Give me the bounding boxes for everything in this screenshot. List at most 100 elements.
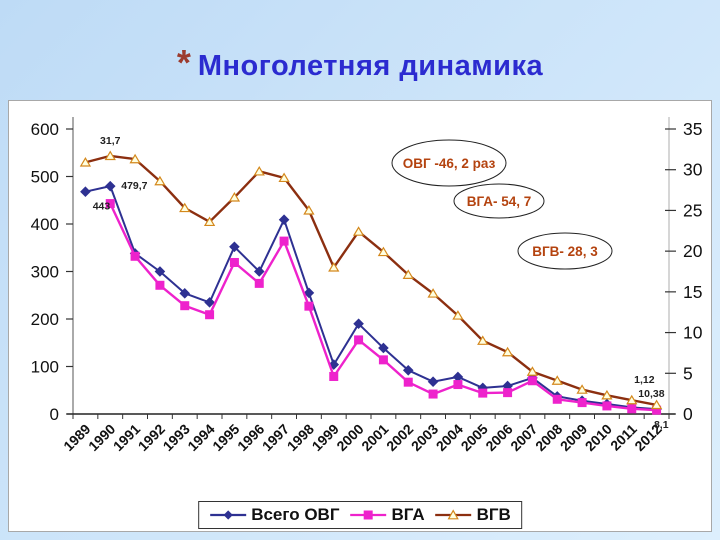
data-point-triangle	[253, 165, 265, 176]
data-point-square	[527, 376, 537, 386]
callout-ellipse	[391, 139, 507, 187]
data-point-square	[378, 355, 388, 365]
data-point-triangle	[104, 150, 116, 161]
data-point-triangle	[452, 310, 464, 320]
data-point-triangle	[501, 346, 514, 357]
series-line-0	[85, 185, 657, 411]
data-point-triangle	[278, 172, 290, 183]
data-point-triangle	[626, 394, 638, 405]
data-point-square	[403, 377, 413, 387]
series-line-2	[85, 154, 657, 407]
legend-label: Всего ОВГ	[251, 505, 340, 524]
legend-item-vga: ВГА	[349, 505, 425, 525]
data-point-square	[652, 405, 662, 415]
year-label: 1989	[60, 421, 93, 454]
data-point-square	[602, 401, 612, 411]
data-point-triangle	[179, 202, 191, 213]
legend-triangle	[447, 509, 460, 520]
data-point-triangle	[477, 335, 489, 345]
data-point-triangle	[228, 192, 241, 202]
left-axis-label: 100	[31, 358, 59, 377]
right-axis-label: 35	[683, 119, 702, 139]
year-label: 2002	[383, 421, 416, 454]
callout-text: ОВГ -46, 2 раз	[403, 156, 496, 171]
callout-ellipse	[517, 232, 613, 270]
data-point-diamond	[179, 288, 191, 299]
data-point-square	[130, 251, 140, 261]
right-axis-label: 0	[683, 404, 693, 424]
data-point-diamond	[80, 186, 91, 198]
year-label: 2011	[607, 421, 640, 454]
legend-label: ВГА	[391, 505, 425, 524]
slide-header: * Многолетняя динамика	[0, 42, 720, 92]
year-label: 1993	[160, 421, 193, 454]
data-point-square	[503, 388, 513, 398]
legend-label: ВГВ	[476, 505, 511, 524]
callout-ellipse	[453, 183, 545, 219]
legend-marker-square-icon	[350, 510, 387, 520]
year-label: 2006	[482, 421, 515, 454]
data-point-square	[229, 257, 239, 267]
year-label: 1994	[184, 421, 217, 454]
left-axis-label: 600	[31, 120, 59, 139]
data-point-triangle	[427, 288, 439, 298]
data-point-square	[478, 388, 488, 398]
data-point-diamond	[278, 214, 290, 226]
data-point-square	[627, 404, 637, 414]
chart-panel: 0 100 200 300 400 500 600 0 5 10 15 20 25 30 35 1989 199…	[8, 100, 712, 532]
point-label: 8,1	[654, 419, 669, 431]
year-label: 1990	[85, 421, 118, 454]
data-point-triangle	[79, 157, 92, 167]
year-label: 2004	[433, 421, 466, 454]
data-point-diamond	[427, 376, 439, 388]
asterisk-icon: *	[176, 42, 191, 83]
year-label: 1992	[135, 421, 168, 454]
data-point-triangle	[154, 175, 166, 186]
data-point-square	[329, 371, 339, 381]
point-label: 479,7	[121, 180, 147, 192]
right-axis-label: 20	[683, 241, 703, 261]
data-point-diamond	[154, 266, 166, 277]
data-point-diamond	[402, 364, 414, 376]
data-point-triangle	[576, 384, 588, 394]
data-point-square	[552, 394, 562, 404]
year-label: 2009	[557, 421, 590, 454]
data-point-triangle	[650, 399, 663, 410]
year-label: 1997	[259, 421, 292, 454]
data-point-square	[155, 280, 165, 290]
legend-marker-triangle-icon	[435, 509, 472, 520]
left-axis-label: 500	[31, 168, 59, 187]
legend-item-vsego-ovg: Всего ОВГ	[209, 505, 339, 525]
right-axis-label: 15	[683, 282, 702, 302]
year-label: 2001	[358, 421, 391, 454]
legend-item-vgv: ВГВ	[435, 505, 511, 525]
point-label: 31,7	[100, 135, 121, 147]
data-point-triangle	[526, 366, 539, 376]
right-axis-label: 10	[683, 323, 703, 343]
legend-diamond	[223, 510, 233, 520]
year-label: 2007	[507, 421, 540, 454]
year-label: 2010	[582, 421, 615, 454]
data-point-triangle	[352, 226, 365, 236]
year-label: 2000	[333, 421, 366, 454]
point-label: 443	[93, 201, 111, 213]
data-point-diamond	[378, 342, 389, 354]
data-point-diamond	[353, 318, 364, 330]
data-point-triangle	[328, 262, 340, 272]
left-axis-label: 200	[31, 310, 59, 329]
data-point-triangle	[402, 269, 414, 279]
data-point-triangle	[601, 389, 613, 400]
data-point-diamond	[204, 297, 215, 308]
data-point-diamond	[104, 180, 116, 192]
point-label: 10,38	[638, 388, 664, 400]
data-point-square	[453, 380, 463, 390]
data-point-square	[105, 199, 115, 209]
left-axis-label: 400	[31, 215, 59, 234]
data-point-diamond	[303, 287, 315, 299]
data-point-square	[304, 301, 314, 311]
data-point-diamond	[229, 241, 240, 253]
chart-canvas: 0100200300400500600051015202530351989199…	[31, 117, 703, 454]
left-axis-label: 0	[50, 405, 59, 424]
data-point-square	[180, 301, 190, 311]
